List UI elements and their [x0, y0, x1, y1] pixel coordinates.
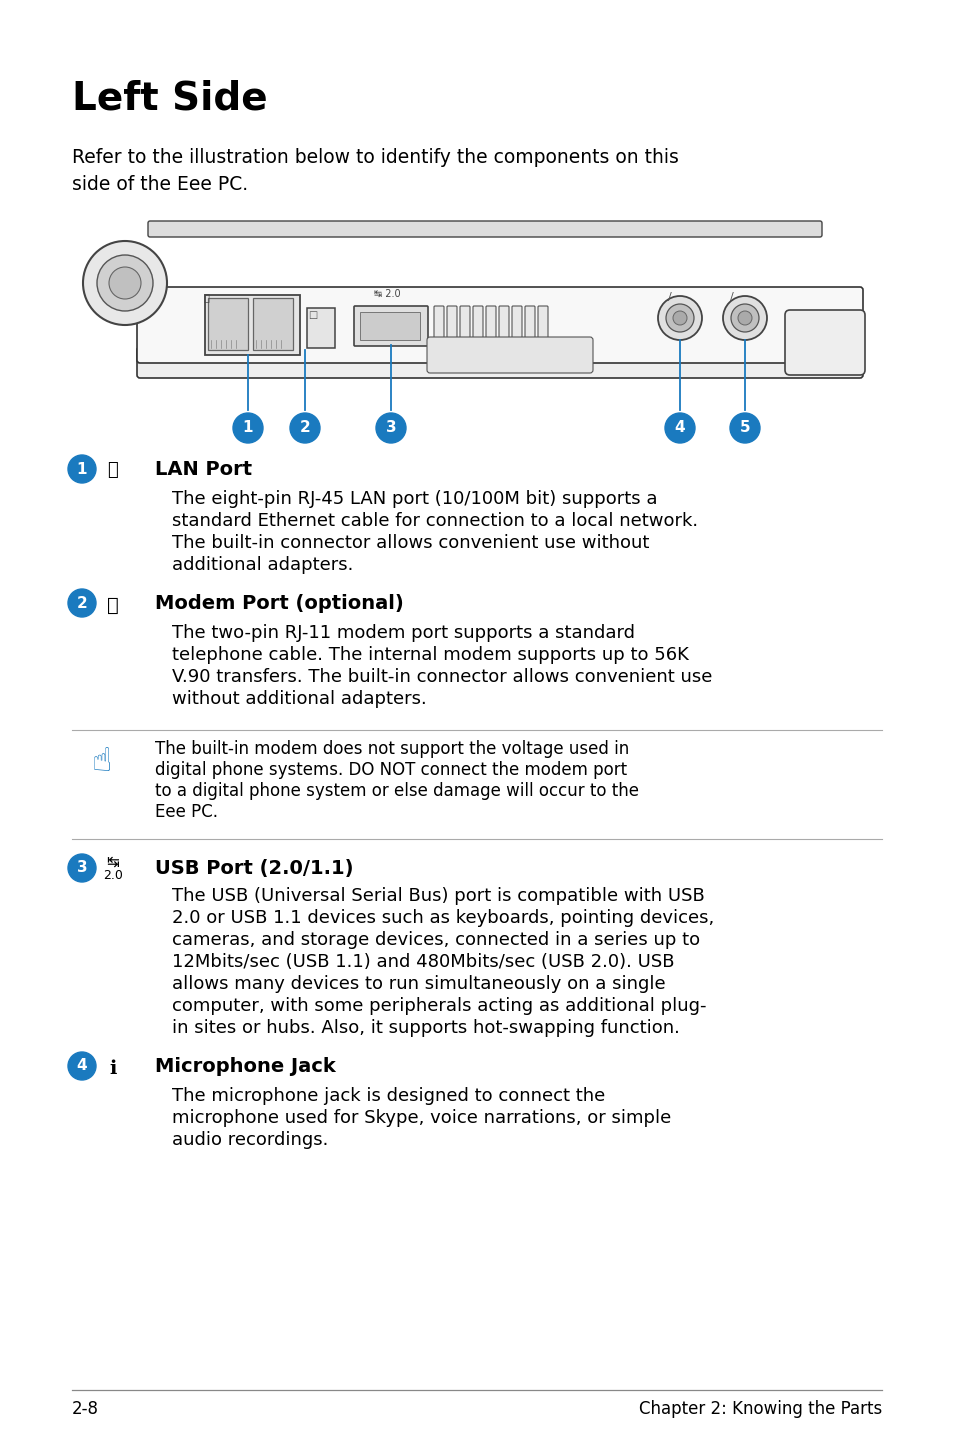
Text: ⎕: ⎕ — [107, 595, 119, 615]
Text: The built-in connector allows convenient use without: The built-in connector allows convenient… — [172, 533, 649, 552]
Text: cameras, and storage devices, connected in a series up to: cameras, and storage devices, connected … — [172, 930, 700, 949]
Text: 4: 4 — [674, 420, 684, 436]
Text: 1: 1 — [76, 462, 87, 476]
Text: 12Mbits/sec (USB 1.1) and 480Mbits/sec (USB 2.0). USB: 12Mbits/sec (USB 1.1) and 480Mbits/sec (… — [172, 953, 674, 971]
Circle shape — [658, 296, 701, 339]
FancyBboxPatch shape — [354, 306, 428, 347]
Text: Left Side: Left Side — [71, 81, 268, 118]
FancyBboxPatch shape — [307, 308, 335, 348]
FancyBboxPatch shape — [148, 221, 821, 237]
Text: 2: 2 — [299, 420, 310, 436]
Text: 1: 1 — [242, 420, 253, 436]
Circle shape — [729, 413, 760, 443]
Text: The built-in modem does not support the voltage used in: The built-in modem does not support the … — [154, 741, 629, 758]
FancyBboxPatch shape — [434, 306, 443, 358]
Text: 5: 5 — [739, 420, 749, 436]
FancyBboxPatch shape — [784, 311, 864, 375]
Text: ☝: ☝ — [91, 745, 112, 778]
Text: standard Ethernet cable for connection to a local network.: standard Ethernet cable for connection t… — [172, 512, 698, 531]
Circle shape — [664, 413, 695, 443]
Text: without additional adapters.: without additional adapters. — [172, 690, 426, 707]
Circle shape — [730, 303, 759, 332]
FancyBboxPatch shape — [208, 298, 248, 349]
FancyBboxPatch shape — [473, 306, 482, 358]
Circle shape — [665, 303, 693, 332]
Text: /: / — [667, 292, 671, 302]
FancyBboxPatch shape — [205, 295, 299, 355]
Circle shape — [68, 590, 96, 617]
FancyBboxPatch shape — [537, 306, 547, 358]
Text: 3: 3 — [76, 860, 88, 876]
FancyBboxPatch shape — [485, 306, 496, 358]
Text: The eight-pin RJ-45 LAN port (10/100M bit) supports a: The eight-pin RJ-45 LAN port (10/100M bi… — [172, 490, 657, 508]
Text: Chapter 2: Knowing the Parts: Chapter 2: Knowing the Parts — [639, 1401, 882, 1418]
Text: USB Port (2.0/1.1): USB Port (2.0/1.1) — [154, 858, 354, 879]
FancyBboxPatch shape — [524, 306, 535, 358]
Text: 2: 2 — [76, 595, 88, 611]
Circle shape — [290, 413, 319, 443]
Text: microphone used for Skype, voice narrations, or simple: microphone used for Skype, voice narrati… — [172, 1109, 671, 1127]
FancyBboxPatch shape — [359, 312, 419, 339]
Text: 4: 4 — [76, 1058, 88, 1074]
Circle shape — [68, 1053, 96, 1080]
FancyBboxPatch shape — [447, 306, 456, 358]
FancyBboxPatch shape — [427, 336, 593, 372]
Text: V.90 transfers. The built-in connector allows convenient use: V.90 transfers. The built-in connector a… — [172, 669, 712, 686]
Circle shape — [83, 242, 167, 325]
Text: Eee PC.: Eee PC. — [154, 802, 218, 821]
Circle shape — [672, 311, 686, 325]
Text: side of the Eee PC.: side of the Eee PC. — [71, 175, 248, 194]
Text: Modem Port (optional): Modem Port (optional) — [154, 594, 403, 613]
Text: 3: 3 — [385, 420, 395, 436]
Text: Refer to the illustration below to identify the components on this: Refer to the illustration below to ident… — [71, 148, 679, 167]
Text: to a digital phone system or else damage will occur to the: to a digital phone system or else damage… — [154, 782, 639, 800]
FancyBboxPatch shape — [253, 298, 293, 349]
FancyBboxPatch shape — [459, 306, 470, 358]
Text: additional adapters.: additional adapters. — [172, 557, 353, 574]
Text: LAN Port: LAN Port — [154, 460, 252, 479]
Circle shape — [375, 413, 406, 443]
Text: ℹ: ℹ — [110, 1058, 116, 1078]
FancyBboxPatch shape — [137, 347, 862, 378]
Circle shape — [109, 267, 141, 299]
Text: telephone cable. The internal modem supports up to 56K: telephone cable. The internal modem supp… — [172, 646, 688, 664]
Text: 2.0 or USB 1.1 devices such as keyboards, pointing devices,: 2.0 or USB 1.1 devices such as keyboards… — [172, 909, 714, 928]
Circle shape — [722, 296, 766, 339]
Text: Microphone Jack: Microphone Jack — [154, 1057, 335, 1076]
Text: allows many devices to run simultaneously on a single: allows many devices to run simultaneousl… — [172, 975, 665, 994]
Circle shape — [233, 413, 263, 443]
Text: audio recordings.: audio recordings. — [172, 1132, 328, 1149]
Text: computer, with some peripherals acting as additional plug-: computer, with some peripherals acting a… — [172, 997, 706, 1015]
Text: /: / — [729, 292, 733, 302]
Text: ↹ 2.0: ↹ 2.0 — [374, 289, 400, 299]
Text: 2.0: 2.0 — [103, 869, 123, 881]
Text: The two-pin RJ-11 modem port supports a standard: The two-pin RJ-11 modem port supports a … — [172, 624, 635, 641]
Text: digital phone systems. DO NOT connect the modem port: digital phone systems. DO NOT connect th… — [154, 761, 626, 779]
Text: 品: 品 — [204, 292, 210, 302]
FancyBboxPatch shape — [498, 306, 509, 358]
Text: ↹: ↹ — [107, 856, 119, 870]
Circle shape — [97, 255, 152, 311]
FancyBboxPatch shape — [512, 306, 521, 358]
Text: □: □ — [308, 311, 317, 321]
Text: The USB (Universal Serial Bus) port is compatible with USB: The USB (Universal Serial Bus) port is c… — [172, 887, 704, 905]
Text: in sites or hubs. Also, it supports hot-swapping function.: in sites or hubs. Also, it supports hot-… — [172, 1020, 679, 1037]
Circle shape — [738, 311, 751, 325]
Text: The microphone jack is designed to connect the: The microphone jack is designed to conne… — [172, 1087, 604, 1104]
Circle shape — [68, 854, 96, 881]
Circle shape — [68, 454, 96, 483]
Text: 品: 品 — [108, 462, 118, 479]
Text: 2-8: 2-8 — [71, 1401, 99, 1418]
FancyBboxPatch shape — [137, 288, 862, 362]
